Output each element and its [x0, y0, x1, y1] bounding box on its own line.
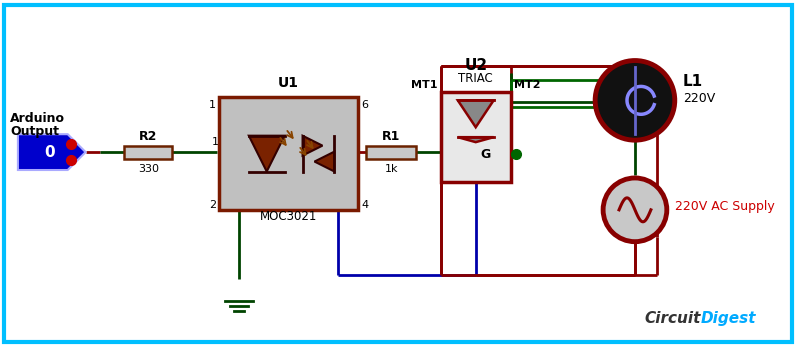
Polygon shape — [302, 136, 322, 155]
Text: 1k: 1k — [384, 163, 398, 174]
Text: 1: 1 — [209, 100, 216, 110]
Text: Arduino: Arduino — [10, 112, 65, 125]
Text: MOC3021: MOC3021 — [260, 210, 318, 223]
Text: 220V: 220V — [682, 92, 715, 105]
Text: MT2: MT2 — [514, 81, 540, 91]
Bar — [441, 92, 510, 182]
Polygon shape — [458, 100, 494, 127]
Text: MT1: MT1 — [411, 81, 438, 91]
Text: 4: 4 — [362, 200, 368, 210]
Text: R2: R2 — [139, 130, 158, 143]
Bar — [366, 146, 416, 159]
Text: Circuit: Circuit — [645, 311, 702, 326]
Polygon shape — [249, 136, 285, 171]
Text: TRIAC: TRIAC — [458, 73, 493, 85]
Circle shape — [595, 60, 674, 140]
Text: 0: 0 — [45, 145, 55, 160]
Bar — [219, 98, 358, 210]
Text: U2: U2 — [464, 59, 487, 74]
Text: Digest: Digest — [701, 311, 756, 326]
Text: R1: R1 — [382, 130, 400, 143]
Polygon shape — [18, 134, 86, 170]
Text: 6: 6 — [362, 100, 368, 110]
Text: L1: L1 — [682, 74, 703, 90]
Circle shape — [603, 178, 667, 242]
Text: 1: 1 — [212, 137, 219, 147]
Text: 220V AC Supply: 220V AC Supply — [674, 200, 774, 213]
Text: 330: 330 — [138, 163, 158, 174]
Text: Output: Output — [10, 125, 59, 138]
Text: U1: U1 — [278, 76, 299, 91]
Text: 2: 2 — [209, 200, 216, 210]
Bar — [125, 146, 172, 159]
Polygon shape — [458, 137, 494, 142]
Text: G: G — [481, 147, 491, 161]
Polygon shape — [314, 152, 334, 171]
